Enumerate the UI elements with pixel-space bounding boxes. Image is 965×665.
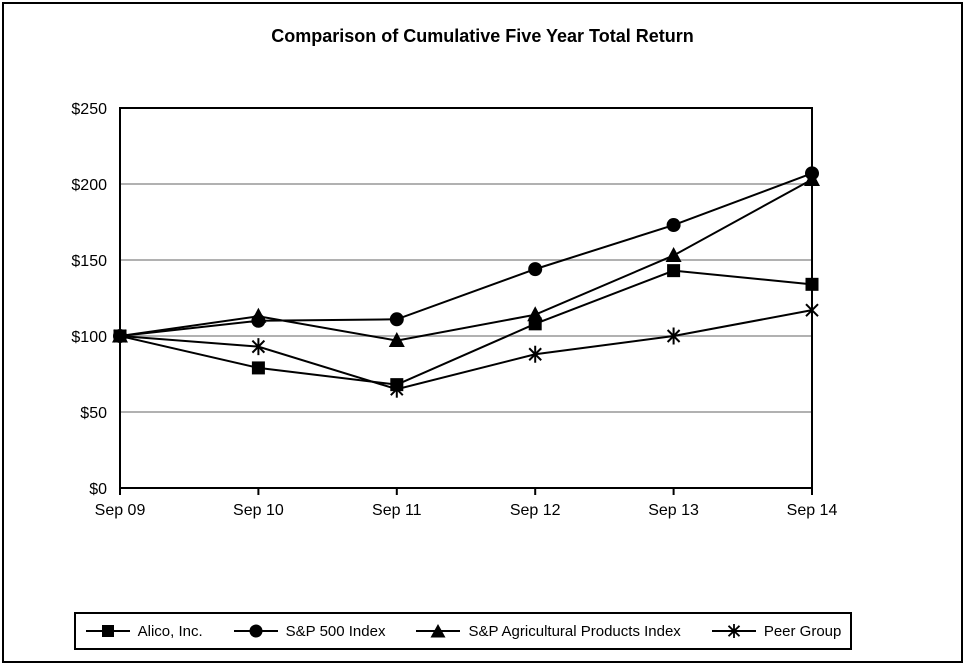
square-marker-icon xyxy=(85,625,130,637)
asterisk-marker-icon xyxy=(711,624,756,638)
legend-item-peer-group: Peer Group xyxy=(711,622,842,640)
x-axis-tick-label: Sep 14 xyxy=(787,502,838,519)
legend-label: Peer Group xyxy=(763,622,842,640)
asterisk-marker xyxy=(113,327,127,345)
triangle-marker xyxy=(388,332,405,348)
series-line-peer-group xyxy=(119,309,813,391)
circle-marker xyxy=(528,262,543,277)
circle-marker-icon xyxy=(233,624,278,638)
y-axis-tick-label: $250 xyxy=(71,101,107,118)
x-axis-tick-label: Sep 12 xyxy=(510,502,561,519)
asterisk-marker xyxy=(251,338,266,356)
circle-marker xyxy=(666,218,681,233)
triangle-marker xyxy=(250,307,267,323)
triangle-marker-icon xyxy=(416,624,461,638)
x-axis-tick-label: Sep 11 xyxy=(372,502,422,519)
y-axis-tick-label: $0 xyxy=(89,481,107,498)
legend-item-sp500: S&P 500 Index xyxy=(233,622,386,640)
plot-frame xyxy=(119,107,813,489)
series-line-s-p-500-index xyxy=(119,172,813,337)
legend-item-alico: Alico, Inc. xyxy=(85,623,203,640)
series-line-alico-inc- xyxy=(119,269,813,386)
y-axis-tick-label: $100 xyxy=(71,329,107,346)
y-axis-tick-label: $150 xyxy=(71,253,107,270)
asterisk-marker xyxy=(390,380,404,398)
triangle-marker xyxy=(804,170,820,186)
square-marker xyxy=(251,361,265,375)
legend-label: S&P 500 Index xyxy=(285,622,386,640)
x-axis-tick-label: Sep 09 xyxy=(95,502,146,519)
y-axis-tick-label: $200 xyxy=(71,177,107,194)
y-axis-tick-label: $50 xyxy=(80,405,107,422)
square-marker xyxy=(667,264,681,278)
legend-label: S&P Agricultural Products Index xyxy=(468,622,681,640)
asterisk-marker xyxy=(528,345,542,363)
square-marker xyxy=(805,277,819,291)
triangle-marker xyxy=(665,246,682,262)
legend-label: Alico, Inc. xyxy=(137,622,203,640)
circle-marker xyxy=(389,312,404,327)
line-chart-plot-area: $0 $50 $100 $150 $200 $250 Sep 09 Sep 10 Sep 11 S… xyxy=(71,101,838,519)
chart-legend: Alico, Inc. S&P 500 Index S&P Agricultur… xyxy=(74,612,852,650)
chart-title: Comparison of Cumulative Five Year Total… xyxy=(271,26,694,46)
triangle-marker xyxy=(527,306,544,322)
legend-item-sp-agricultural: S&P Agricultural Products Index xyxy=(415,622,681,640)
x-axis-tick-label: Sep 10 xyxy=(233,502,284,519)
series-line-s-p-agricultural-products-index xyxy=(119,178,813,342)
x-axis-tick-label: Sep 13 xyxy=(648,502,699,519)
asterisk-marker xyxy=(805,301,819,319)
asterisk-marker xyxy=(666,327,681,345)
